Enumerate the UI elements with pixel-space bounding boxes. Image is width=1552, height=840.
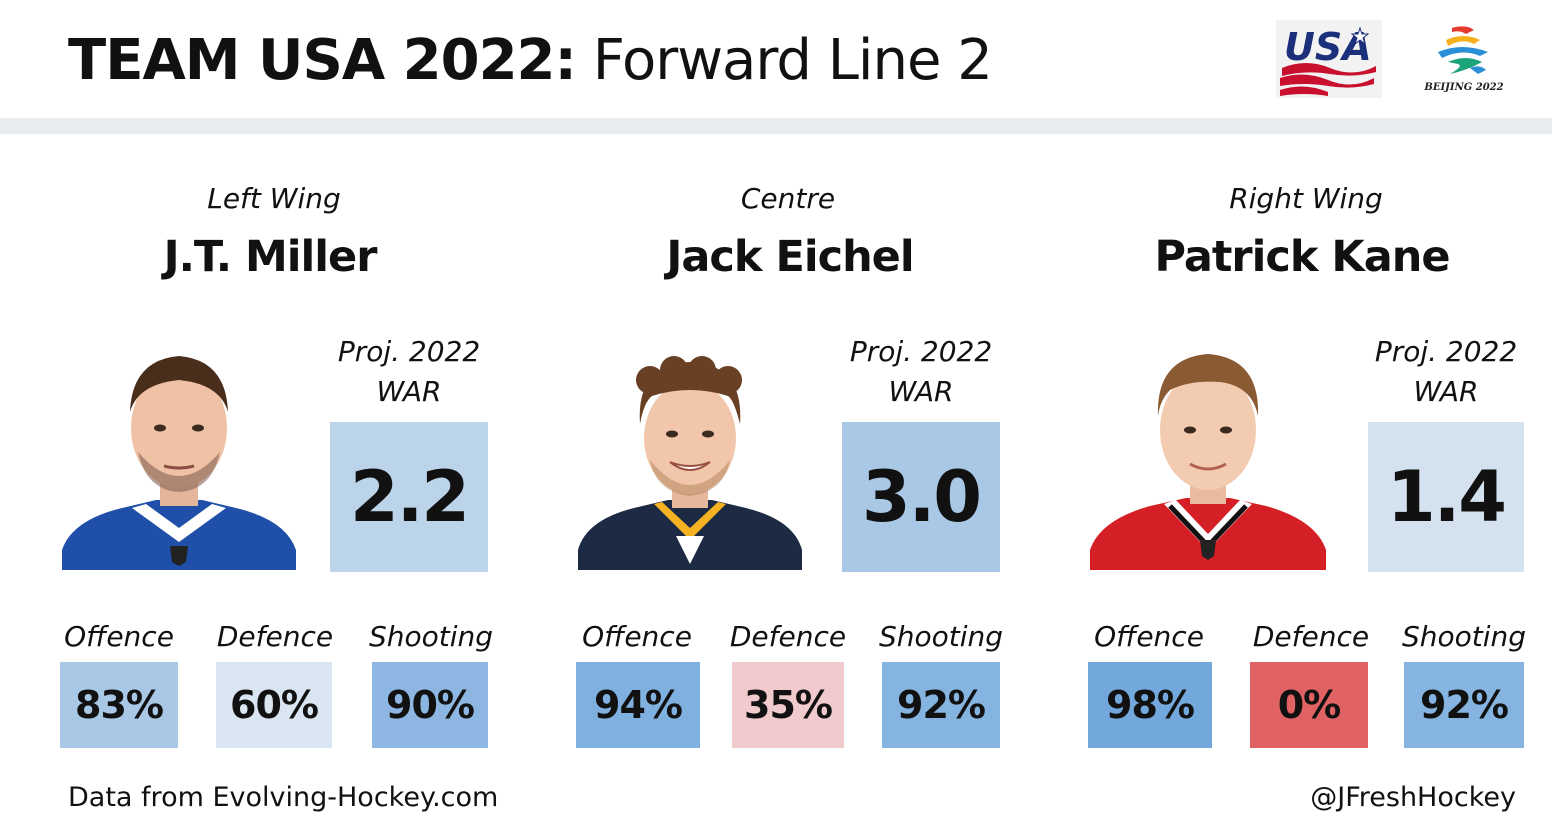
player-2-war-box: 3.0 [842,422,1000,572]
player-3-shooting-box: 92% [1404,662,1524,748]
player-1-shooting-box: 90% [372,662,488,748]
player-3-war-label: Proj. 2022 WAR [1368,332,1524,412]
player-3-offence-value: 98% [1106,683,1195,727]
player-2-offence-value: 94% [594,683,683,727]
player-1-offence-box: 83% [60,662,178,748]
player-3-shooting-value: 92% [1420,683,1509,727]
player-1-photo [62,340,296,570]
beijing-2022-logo: BEIJING 2022 [1418,22,1510,102]
war-label-line2: WAR [376,375,442,408]
player-1-offence-value: 83% [75,683,164,727]
player-3-defence-box: 0% [1250,662,1368,748]
footer-source: Data from Evolving-Hockey.com [68,782,499,813]
player-2-photo [578,340,802,570]
player-3-war-box: 1.4 [1368,422,1524,572]
player-1-name: J.T. Miller [163,232,378,282]
player-1-war-box: 2.2 [330,422,488,572]
page-title: TEAM USA 2022: Forward Line 2 [68,26,993,96]
player-2-offence-box: 94% [576,662,700,748]
war-label-line1: Proj. 2022 [1374,335,1518,368]
player-1-offence-label: Offence [64,620,174,653]
player-1-defence-box: 60% [216,662,332,748]
player-1-war-value: 2.2 [349,456,470,538]
player-3-position: Right Wing [1229,182,1383,215]
player-3-shooting-label: Shooting [1401,620,1527,653]
player-2-shooting-value: 92% [897,683,986,727]
player-3-name: Patrick Kane [1154,232,1450,282]
usa-hockey-logo: USA [1276,20,1382,98]
player-2-shooting-box: 92% [882,662,1000,748]
player-1-position: Left Wing [207,182,341,215]
player-2-name: Jack Eichel [666,232,914,282]
player-1-shooting-label: Shooting [368,620,494,653]
player-3-war-value: 1.4 [1386,456,1507,538]
player-2-defence-box: 35% [732,662,844,748]
war-label-line1: Proj. 2022 [849,335,993,368]
player-2-war-value: 3.0 [861,456,982,538]
player-3-defence-value: 0% [1277,683,1342,727]
player-3-defence-label: Defence [1252,620,1370,653]
player-2-offence-label: Offence [582,620,692,653]
player-2-war-label: Proj. 2022 WAR [842,332,1000,412]
player-2-shooting-label: Shooting [878,620,1004,653]
title-bold: TEAM USA 2022: [68,28,577,93]
footer-handle: @JFreshHockey [1310,782,1516,813]
player-2-defence-value: 35% [744,683,833,727]
player-1-defence-value: 60% [230,683,319,727]
player-1-defence-label: Defence [216,620,334,653]
player-2-defence-label: Defence [729,620,847,653]
player-3-photo [1090,340,1326,570]
usa-logo-text: USA [1284,25,1372,69]
beijing-caption: BEIJING 2022 [1424,82,1504,93]
player-2-position: Centre [740,182,836,215]
player-1-war-label: Proj. 2022 WAR [330,332,488,412]
player-3-offence-box: 98% [1088,662,1212,748]
player-1-shooting-value: 90% [386,683,475,727]
beijing-emblem-icon [1438,26,1488,74]
war-label-line2: WAR [1413,375,1479,408]
war-label-line1: Proj. 2022 [337,335,481,368]
war-label-line2: WAR [888,375,954,408]
player-3-offence-label: Offence [1094,620,1204,653]
header-divider [0,118,1552,134]
title-light: Forward Line 2 [575,28,993,93]
